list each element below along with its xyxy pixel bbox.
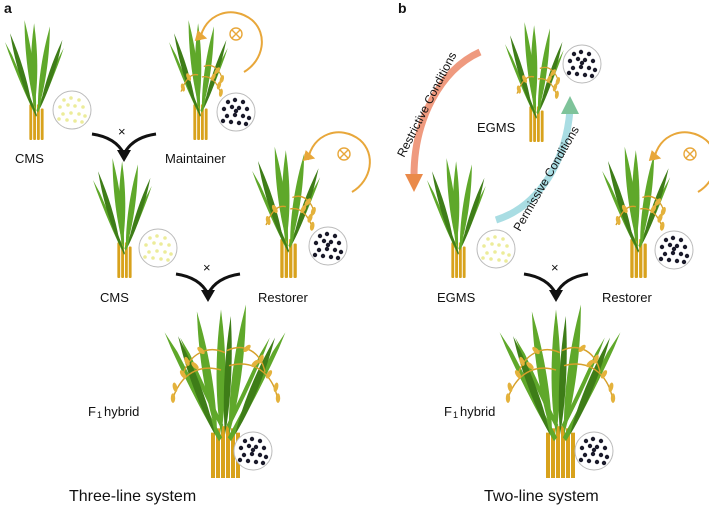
panel-label-b: b (398, 0, 407, 16)
panel-label-a: a (4, 0, 12, 16)
selfing-icon (189, 11, 263, 74)
sterile-pollen-dish (138, 228, 178, 268)
merge-arrow-icon (174, 272, 242, 304)
label-f1-hybrid-b: F1 hybrid (444, 404, 496, 420)
cross-symbol: × (551, 260, 559, 275)
label-restorer-a: Restorer (258, 290, 308, 305)
label-egms-top: EGMS (477, 120, 516, 135)
fertile-pollen-dish (654, 230, 694, 270)
label-f1-hybrid-a: F1 hybrid (88, 404, 140, 420)
fertile-pollen-dish (574, 431, 614, 471)
fertile-pollen-dish (216, 92, 256, 132)
fertile-pollen-dish (308, 226, 348, 266)
label-cms-top: CMS (15, 151, 44, 166)
fertile-pollen-dish (562, 44, 602, 84)
cross-symbol: × (118, 124, 126, 139)
caption-two-line: Two-line system (484, 488, 599, 505)
cross-symbol: × (203, 260, 211, 275)
permissive-conditions-arrow (494, 96, 579, 224)
restorer-plant (252, 146, 321, 278)
label-restorer-b: Restorer (602, 290, 652, 305)
restrictive-conditions-label: Restrictive Conditions (394, 50, 459, 160)
fertile-pollen-dish (233, 431, 273, 471)
selfing-icon (297, 131, 371, 193)
egms-plant-bottom (427, 158, 487, 278)
sterile-pollen-dish (52, 90, 92, 130)
merge-arrow-icon (522, 272, 590, 304)
label-maintainer: Maintainer (165, 151, 226, 166)
cms-plant-top (5, 20, 65, 140)
selfing-icon (643, 131, 709, 193)
label-egms-bottom: EGMS (437, 290, 476, 305)
caption-three-line: Three-line system (69, 488, 197, 505)
permissive-conditions-label: Permissive Conditions (510, 124, 581, 234)
label-cms-mid: CMS (100, 290, 129, 305)
restrictive-conditions-arrow (405, 48, 482, 192)
sterile-pollen-dish (476, 229, 516, 269)
